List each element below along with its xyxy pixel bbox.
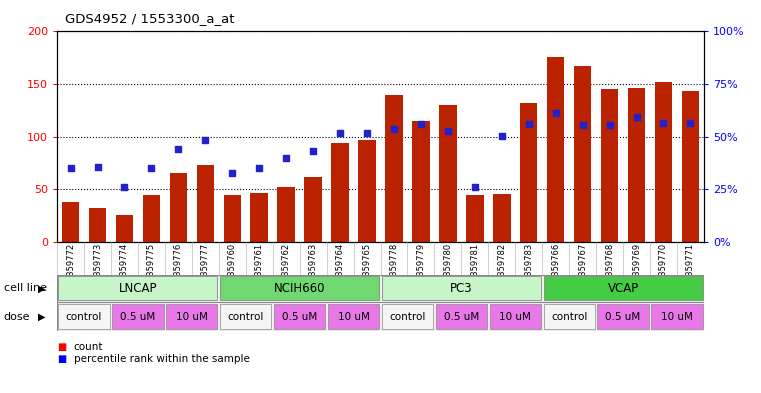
Bar	[543, 304, 595, 329]
Text: control: control	[66, 312, 102, 321]
Bar	[654, 82, 672, 242]
Bar	[493, 195, 511, 242]
Text: 10 uM: 10 uM	[338, 312, 370, 321]
Text: GDS4952 / 1553300_a_at: GDS4952 / 1553300_a_at	[65, 12, 234, 25]
Text: PC3: PC3	[450, 282, 473, 295]
Bar	[466, 195, 483, 242]
Bar	[250, 193, 268, 242]
Bar	[116, 215, 133, 242]
Bar	[597, 304, 648, 329]
Point	[199, 137, 212, 143]
Text: dose: dose	[4, 312, 30, 321]
Bar	[628, 88, 645, 242]
Text: LNCAP: LNCAP	[119, 282, 158, 295]
Bar	[278, 187, 295, 242]
Text: count: count	[74, 342, 103, 352]
Bar	[113, 304, 164, 329]
Bar	[170, 173, 187, 242]
Bar	[547, 57, 565, 242]
Text: 10 uM: 10 uM	[661, 312, 693, 321]
Bar	[682, 91, 699, 242]
Bar	[220, 304, 272, 329]
Point	[307, 148, 319, 154]
Bar	[331, 143, 349, 242]
Text: control: control	[390, 312, 425, 321]
Point	[65, 165, 77, 171]
Bar	[574, 66, 591, 242]
Bar	[489, 304, 541, 329]
Bar	[436, 304, 487, 329]
Point	[495, 132, 508, 139]
Point	[145, 165, 158, 171]
Text: ▶: ▶	[38, 283, 46, 294]
Bar	[142, 195, 160, 242]
Bar	[358, 140, 376, 242]
Text: cell line: cell line	[4, 283, 47, 294]
Bar	[385, 94, 403, 242]
Point	[361, 130, 373, 136]
Text: VCAP: VCAP	[607, 282, 638, 295]
Bar	[220, 276, 379, 301]
Point	[119, 184, 131, 190]
Point	[388, 126, 400, 132]
Bar	[62, 202, 79, 242]
Bar	[328, 304, 379, 329]
Text: 0.5 uM: 0.5 uM	[606, 312, 641, 321]
Bar	[382, 304, 433, 329]
Bar	[274, 304, 325, 329]
Point	[684, 120, 696, 126]
Point	[549, 110, 562, 117]
Point	[226, 170, 238, 176]
Bar	[520, 103, 537, 242]
Point	[253, 165, 266, 171]
Bar	[89, 208, 107, 242]
Text: ■: ■	[57, 354, 66, 364]
Bar	[196, 165, 214, 242]
Text: ▶: ▶	[38, 312, 46, 321]
Point	[415, 121, 427, 127]
Text: percentile rank within the sample: percentile rank within the sample	[74, 354, 250, 364]
Point	[630, 114, 642, 120]
Point	[658, 120, 670, 126]
Text: control: control	[228, 312, 264, 321]
Text: ■: ■	[57, 342, 66, 352]
Point	[469, 184, 481, 190]
Text: 10 uM: 10 uM	[499, 312, 531, 321]
Point	[577, 122, 589, 128]
Text: 0.5 uM: 0.5 uM	[120, 312, 155, 321]
Bar	[543, 276, 702, 301]
Bar	[224, 195, 241, 242]
Bar	[412, 121, 430, 242]
Text: 0.5 uM: 0.5 uM	[444, 312, 479, 321]
Text: control: control	[551, 312, 587, 321]
Bar	[304, 176, 322, 242]
Point	[91, 164, 103, 170]
Text: 10 uM: 10 uM	[176, 312, 208, 321]
Point	[172, 146, 184, 152]
Point	[334, 130, 346, 136]
Bar	[439, 105, 457, 242]
Point	[280, 154, 292, 161]
Point	[523, 121, 535, 127]
Bar	[651, 304, 702, 329]
Bar	[166, 304, 218, 329]
Bar	[601, 89, 619, 242]
Point	[442, 128, 454, 134]
Text: 0.5 uM: 0.5 uM	[282, 312, 317, 321]
Bar	[59, 304, 110, 329]
Bar	[382, 276, 541, 301]
Bar	[59, 276, 218, 301]
Text: NCIH660: NCIH660	[274, 282, 326, 295]
Point	[603, 122, 616, 128]
